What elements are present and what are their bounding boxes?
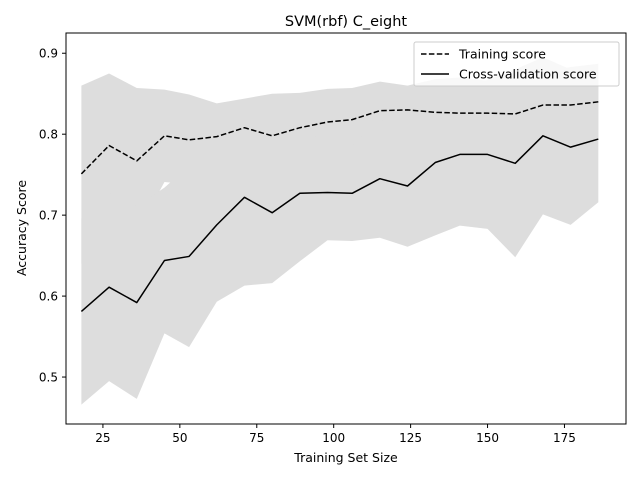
confidence-band-cross-validation [81, 57, 599, 405]
chart-title: SVM(rbf) C_eight [285, 14, 408, 30]
x-axis-label: Training Set Size [293, 450, 398, 465]
x-tick-label: 125 [399, 431, 422, 445]
x-tick-label: 50 [172, 431, 187, 445]
y-axis: 0.5 0.6 0.7 0.8 0.9 [39, 47, 66, 385]
x-tick-label: 25 [95, 431, 110, 445]
y-tick-label: 0.7 [39, 209, 58, 223]
x-tick-label: 100 [322, 431, 345, 445]
series-line-cross-validation [80, 135, 599, 313]
legend-label-cross-validation: Cross-validation score [459, 67, 597, 82]
y-tick-label: 0.6 [39, 290, 58, 304]
x-tick-label: 75 [249, 431, 264, 445]
y-tick-label: 0.5 [39, 371, 58, 385]
y-tick-label: 0.9 [39, 47, 58, 61]
y-tick-label: 0.8 [39, 128, 58, 142]
legend-label-training: Training score [458, 47, 546, 62]
y-axis-label: Accuracy Score [14, 180, 29, 276]
series-line-training [80, 101, 599, 175]
series-lines [80, 101, 599, 313]
x-tick-label: 150 [476, 431, 499, 445]
legend-box [413, 41, 620, 87]
x-axis: 25 50 75 100 125 150 175 [95, 424, 576, 445]
x-tick-label: 175 [553, 431, 576, 445]
plot-frame [65, 32, 627, 425]
legend: Training score Cross-validation score [413, 41, 620, 87]
